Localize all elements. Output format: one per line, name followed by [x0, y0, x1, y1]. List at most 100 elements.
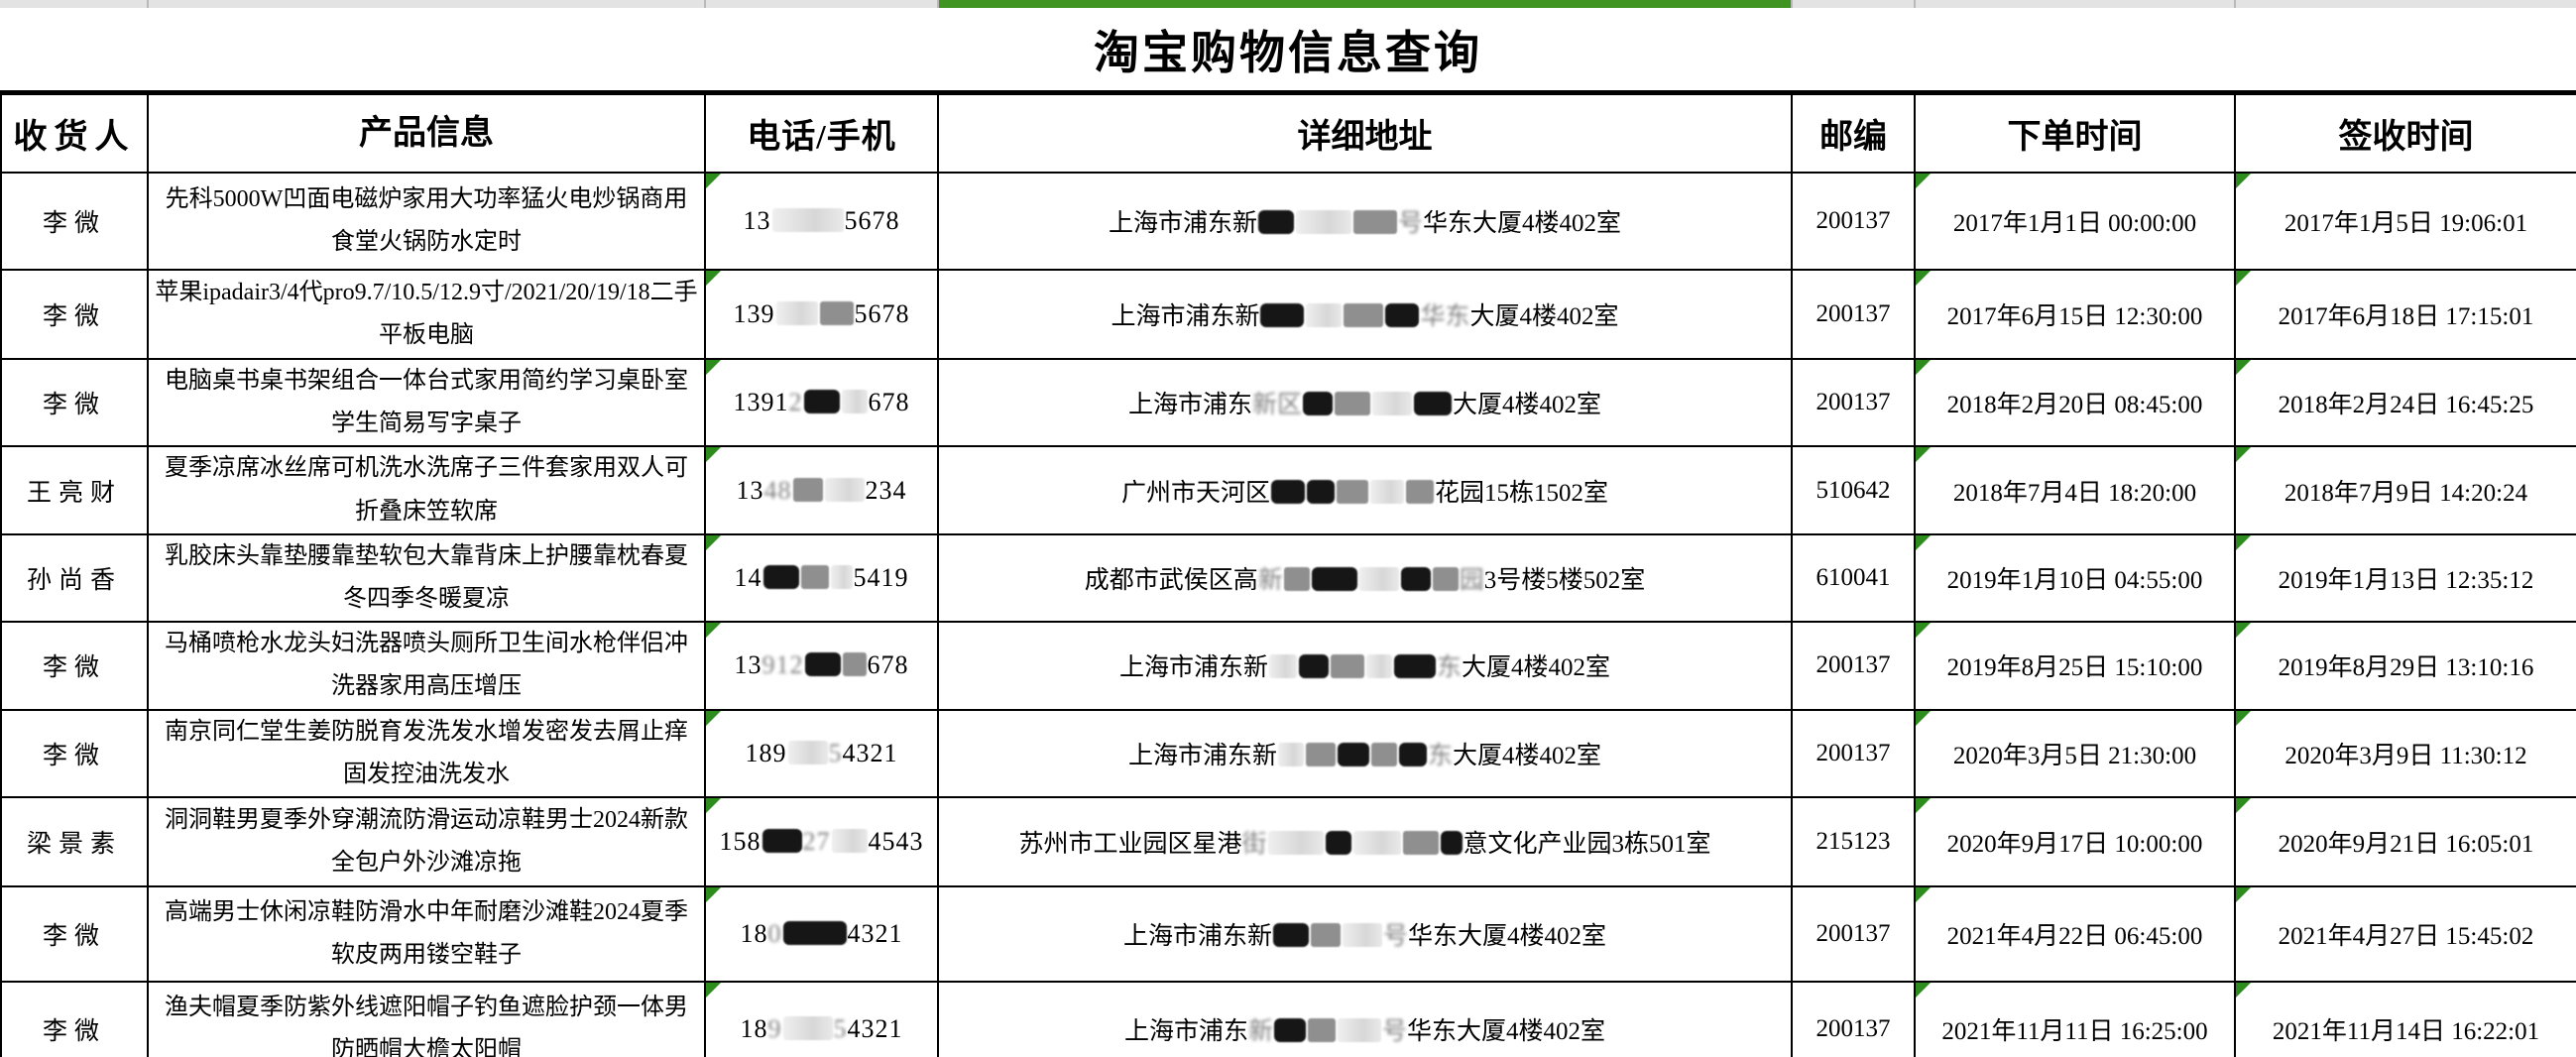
redaction-box [1335, 392, 1370, 416]
redaction-box [1310, 922, 1341, 947]
cell-sign_time[interactable]: 2020年3月9日 11:30:12 [2234, 708, 2576, 798]
cell-address[interactable]: 上海市浦东新 号华东大厦4楼402室 [937, 172, 1793, 271]
cell-address[interactable]: 成都市武侯区高新 园3号楼5楼502室 [937, 532, 1793, 624]
cell-zip[interactable]: 200137 [1791, 621, 1916, 711]
column-header-zip[interactable]: 邮编 [1791, 90, 1916, 174]
cell-address[interactable]: 广州市天河区 花园15栋1502室 [937, 445, 1793, 535]
cell-phone[interactable]: 1348 234 [704, 445, 939, 535]
cell-phone[interactable]: 14 5419 [704, 532, 939, 624]
table-body: 李微 先科5000W凹面电磁炉家用大功率猛火电炒锅商用食堂火锅防水定时 13 5678… [0, 172, 2576, 1057]
cell-product[interactable]: 洞洞鞋男夏季外穿潮流防滑运动凉鞋男士2024新款全包户外沙滩凉拖 [147, 795, 706, 887]
cell-name[interactable]: 王亮财 [0, 445, 149, 535]
cell-sign_time[interactable]: 2021年4月27日 15:45:02 [2234, 884, 2576, 983]
cell-phone[interactable]: 13912 678 [704, 357, 939, 448]
cell-text: 5678 [844, 206, 900, 235]
cell-zip[interactable]: 200137 [1791, 172, 1916, 271]
cell-phone[interactable]: 189 54321 [704, 980, 939, 1057]
redaction-box [1306, 303, 1343, 327]
cell-phone[interactable]: 139 5678 [704, 269, 939, 360]
cell-address[interactable]: 上海市浦东新区 大厦4楼402室 [937, 357, 1793, 448]
cell-sign_time[interactable]: 2018年2月24日 16:45:25 [2234, 357, 2576, 448]
column-header-product[interactable]: 产品信息 [147, 90, 706, 174]
column-header-sign_time[interactable]: 签收时间 [2234, 90, 2576, 174]
cell-text: 上海市浦东 [1123, 1018, 1248, 1046]
cell-name[interactable]: 梁景素 [0, 795, 149, 887]
cell-address[interactable]: 上海市浦东新 号华东大厦4楼402室 [937, 884, 1793, 983]
cell-order_time[interactable]: 2017年1月1日 00:00:00 [1914, 172, 2236, 271]
redaction-box [1260, 303, 1305, 327]
cell-name[interactable]: 李微 [0, 621, 149, 711]
cell-sign_time[interactable]: 2017年6月18日 17:15:01 [2234, 269, 2576, 360]
cell-order_time[interactable]: 2021年11月11日 16:25:00 [1914, 980, 2236, 1057]
redaction-box [1414, 392, 1452, 416]
cell-text: 广州市天河区 [1120, 479, 1270, 507]
sheet-title[interactable]: 淘宝购物信息查询 [1094, 27, 1482, 78]
cell-name[interactable]: 李微 [0, 980, 149, 1057]
cell-product[interactable]: 南京同仁堂生姜防脱育发洗发水增发密发去屑止痒固发控油洗发水 [147, 708, 706, 798]
cell-phone[interactable]: 13 5678 [704, 172, 939, 271]
cell-phone[interactable]: 180 4321 [704, 884, 939, 983]
cell-text: 大厦4楼402室 [1453, 742, 1602, 769]
cell-zip[interactable]: 200137 [1791, 357, 1916, 448]
cell-order_time[interactable]: 2018年7月4日 18:20:00 [1914, 445, 2236, 535]
table-row: 李微 电脑桌书桌书架组合一体台式家用简约学习桌卧室学生简易写字桌子 13912 678… [0, 357, 2576, 448]
cell-address[interactable]: 上海市浦东新 东大厦4楼402室 [937, 708, 1793, 798]
cell-address[interactable]: 苏州市工业园区星港街 意文化产业园3栋501室 [937, 795, 1793, 887]
cell-sign_time[interactable]: 2018年7月9日 14:20:24 [2234, 445, 2576, 535]
blurred-text: 2 [788, 388, 803, 417]
cell-name[interactable]: 李微 [0, 172, 149, 271]
column-header-address[interactable]: 详细地址 [937, 90, 1793, 174]
cell-name[interactable]: 李微 [0, 269, 149, 360]
cell-address[interactable]: 上海市浦东新 东大厦4楼402室 [937, 621, 1793, 711]
orders-table: 收货人 产品信息 电话/手机 详细地址 邮编 下单时间 签收时间 李微 先科5000W凹面电磁… [0, 90, 2576, 1057]
cell-sign_time[interactable]: 2017年1月5日 19:06:01 [2234, 172, 2576, 271]
cell-zip[interactable]: 200137 [1791, 269, 1916, 360]
cell-name[interactable]: 李微 [0, 708, 149, 798]
redaction-box [1271, 479, 1305, 504]
cell-order_time[interactable]: 2021年4月22日 06:45:00 [1914, 884, 2236, 983]
cell-zip[interactable]: 610041 [1791, 532, 1916, 624]
cell-order_time[interactable]: 2018年2月20日 08:45:00 [1914, 357, 2236, 448]
cell-text: 苏州市工业园区星港 [1018, 830, 1242, 858]
cell-product[interactable]: 马桶喷枪水龙头妇洗器喷头厕所卫生间水枪伴侣冲洗器家用高压增压 [147, 621, 706, 711]
column-header-name[interactable]: 收货人 [0, 90, 149, 174]
redaction-box [841, 390, 868, 414]
cell-address[interactable]: 上海市浦东新 华东大厦4楼402室 [937, 269, 1793, 360]
cell-name[interactable]: 孙尚香 [0, 532, 149, 624]
cell-product[interactable]: 夏季凉席冰丝席可机洗水洗席子三件套家用双人可折叠床笠软席 [147, 445, 706, 535]
column-separator [1791, 0, 1793, 8]
cell-order_time[interactable]: 2019年8月25日 15:10:00 [1914, 621, 2236, 711]
cell-order_time[interactable]: 2020年3月5日 21:30:00 [1914, 708, 2236, 798]
cell-product[interactable]: 苹果ipadair3/4代pro9.7/10.5/12.9寸/2021/20/1… [147, 269, 706, 360]
cell-text: 18 [740, 918, 768, 948]
cell-sign_time[interactable]: 2021年11月14日 16:22:01 [2234, 980, 2576, 1057]
cell-product[interactable]: 高端男士休闲凉鞋防滑水中年耐磨沙滩鞋2024夏季软皮两用镂空鞋子 [147, 884, 706, 983]
cell-sign_time[interactable]: 2019年8月29日 13:10:16 [2234, 621, 2576, 711]
cell-order_time[interactable]: 2019年1月10日 04:55:00 [1914, 532, 2236, 624]
cell-phone[interactable]: 189 54321 [704, 708, 939, 798]
cell-phone[interactable]: 13912 678 [704, 621, 939, 711]
cell-product[interactable]: 渔夫帽夏季防紫外线遮阳帽子钓鱼遮脸护颈一体男防晒帽大檐太阳帽 [147, 980, 706, 1057]
cell-phone[interactable]: 158 27 4543 [704, 795, 939, 887]
cell-zip[interactable]: 200137 [1791, 884, 1916, 983]
cell-sign_time[interactable]: 2019年1月13日 12:35:12 [2234, 532, 2576, 624]
cell-name[interactable]: 李微 [0, 884, 149, 983]
cell-order_time[interactable]: 2017年6月15日 12:30:00 [1914, 269, 2236, 360]
blurred-text: 27 [802, 826, 831, 856]
cell-product[interactable]: 电脑桌书桌书架组合一体台式家用简约学习桌卧室学生简易写字桌子 [147, 357, 706, 448]
column-header-phone[interactable]: 电话/手机 [704, 90, 939, 174]
cell-product[interactable]: 先科5000W凹面电磁炉家用大功率猛火电炒锅商用食堂火锅防水定时 [147, 172, 706, 271]
redaction-box [831, 828, 868, 853]
cell-zip[interactable]: 200137 [1791, 980, 1916, 1057]
redaction-box [1267, 830, 1324, 855]
cell-sign_time[interactable]: 2020年9月21日 16:05:01 [2234, 795, 2576, 887]
selected-column-highlight[interactable] [937, 0, 1791, 8]
cell-zip[interactable]: 200137 [1791, 708, 1916, 798]
cell-name[interactable]: 李微 [0, 357, 149, 448]
cell-address[interactable]: 上海市浦东新 号华东大厦4楼402室 [937, 980, 1793, 1057]
column-header-order_time[interactable]: 下单时间 [1914, 90, 2236, 174]
cell-zip[interactable]: 510642 [1791, 445, 1916, 535]
cell-zip[interactable]: 215123 [1791, 795, 1916, 887]
cell-product[interactable]: 乳胶床头靠垫腰靠垫软包大靠背床上护腰靠枕春夏冬四季冬暖夏凉 [147, 532, 706, 624]
cell-order_time[interactable]: 2020年9月17日 10:00:00 [1914, 795, 2236, 887]
